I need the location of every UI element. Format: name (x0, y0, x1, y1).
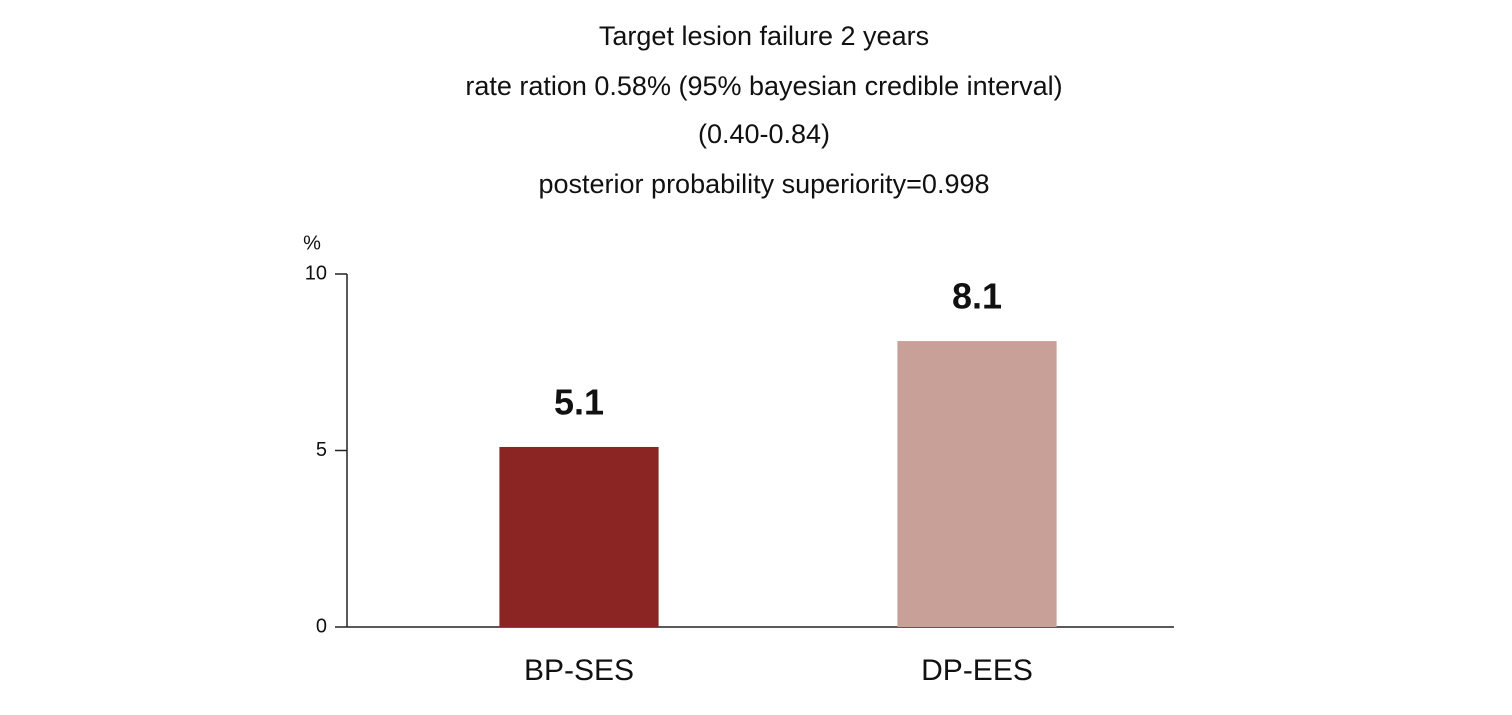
chart-title: Target lesion failure 2 years (599, 21, 929, 51)
chart-subtitle: (0.40-0.84) (698, 119, 830, 149)
value-label: 5.1 (554, 381, 604, 422)
bar (897, 341, 1057, 627)
y-axis-label: % (303, 232, 321, 254)
x-tick-label: BP-SES (524, 654, 634, 687)
y-tick-label: 0 (316, 615, 327, 637)
value-label: 8.1 (952, 276, 1002, 317)
y-tick-label: 10 (305, 262, 327, 284)
y-tick-label: 5 (316, 439, 327, 461)
chart-subtitle: posterior probability superiority=0.998 (539, 169, 990, 199)
x-tick-label: DP-EES (921, 654, 1033, 687)
chart-subtitle: rate ration 0.58% (95% bayesian credible… (465, 71, 1062, 101)
bar (499, 446, 659, 627)
